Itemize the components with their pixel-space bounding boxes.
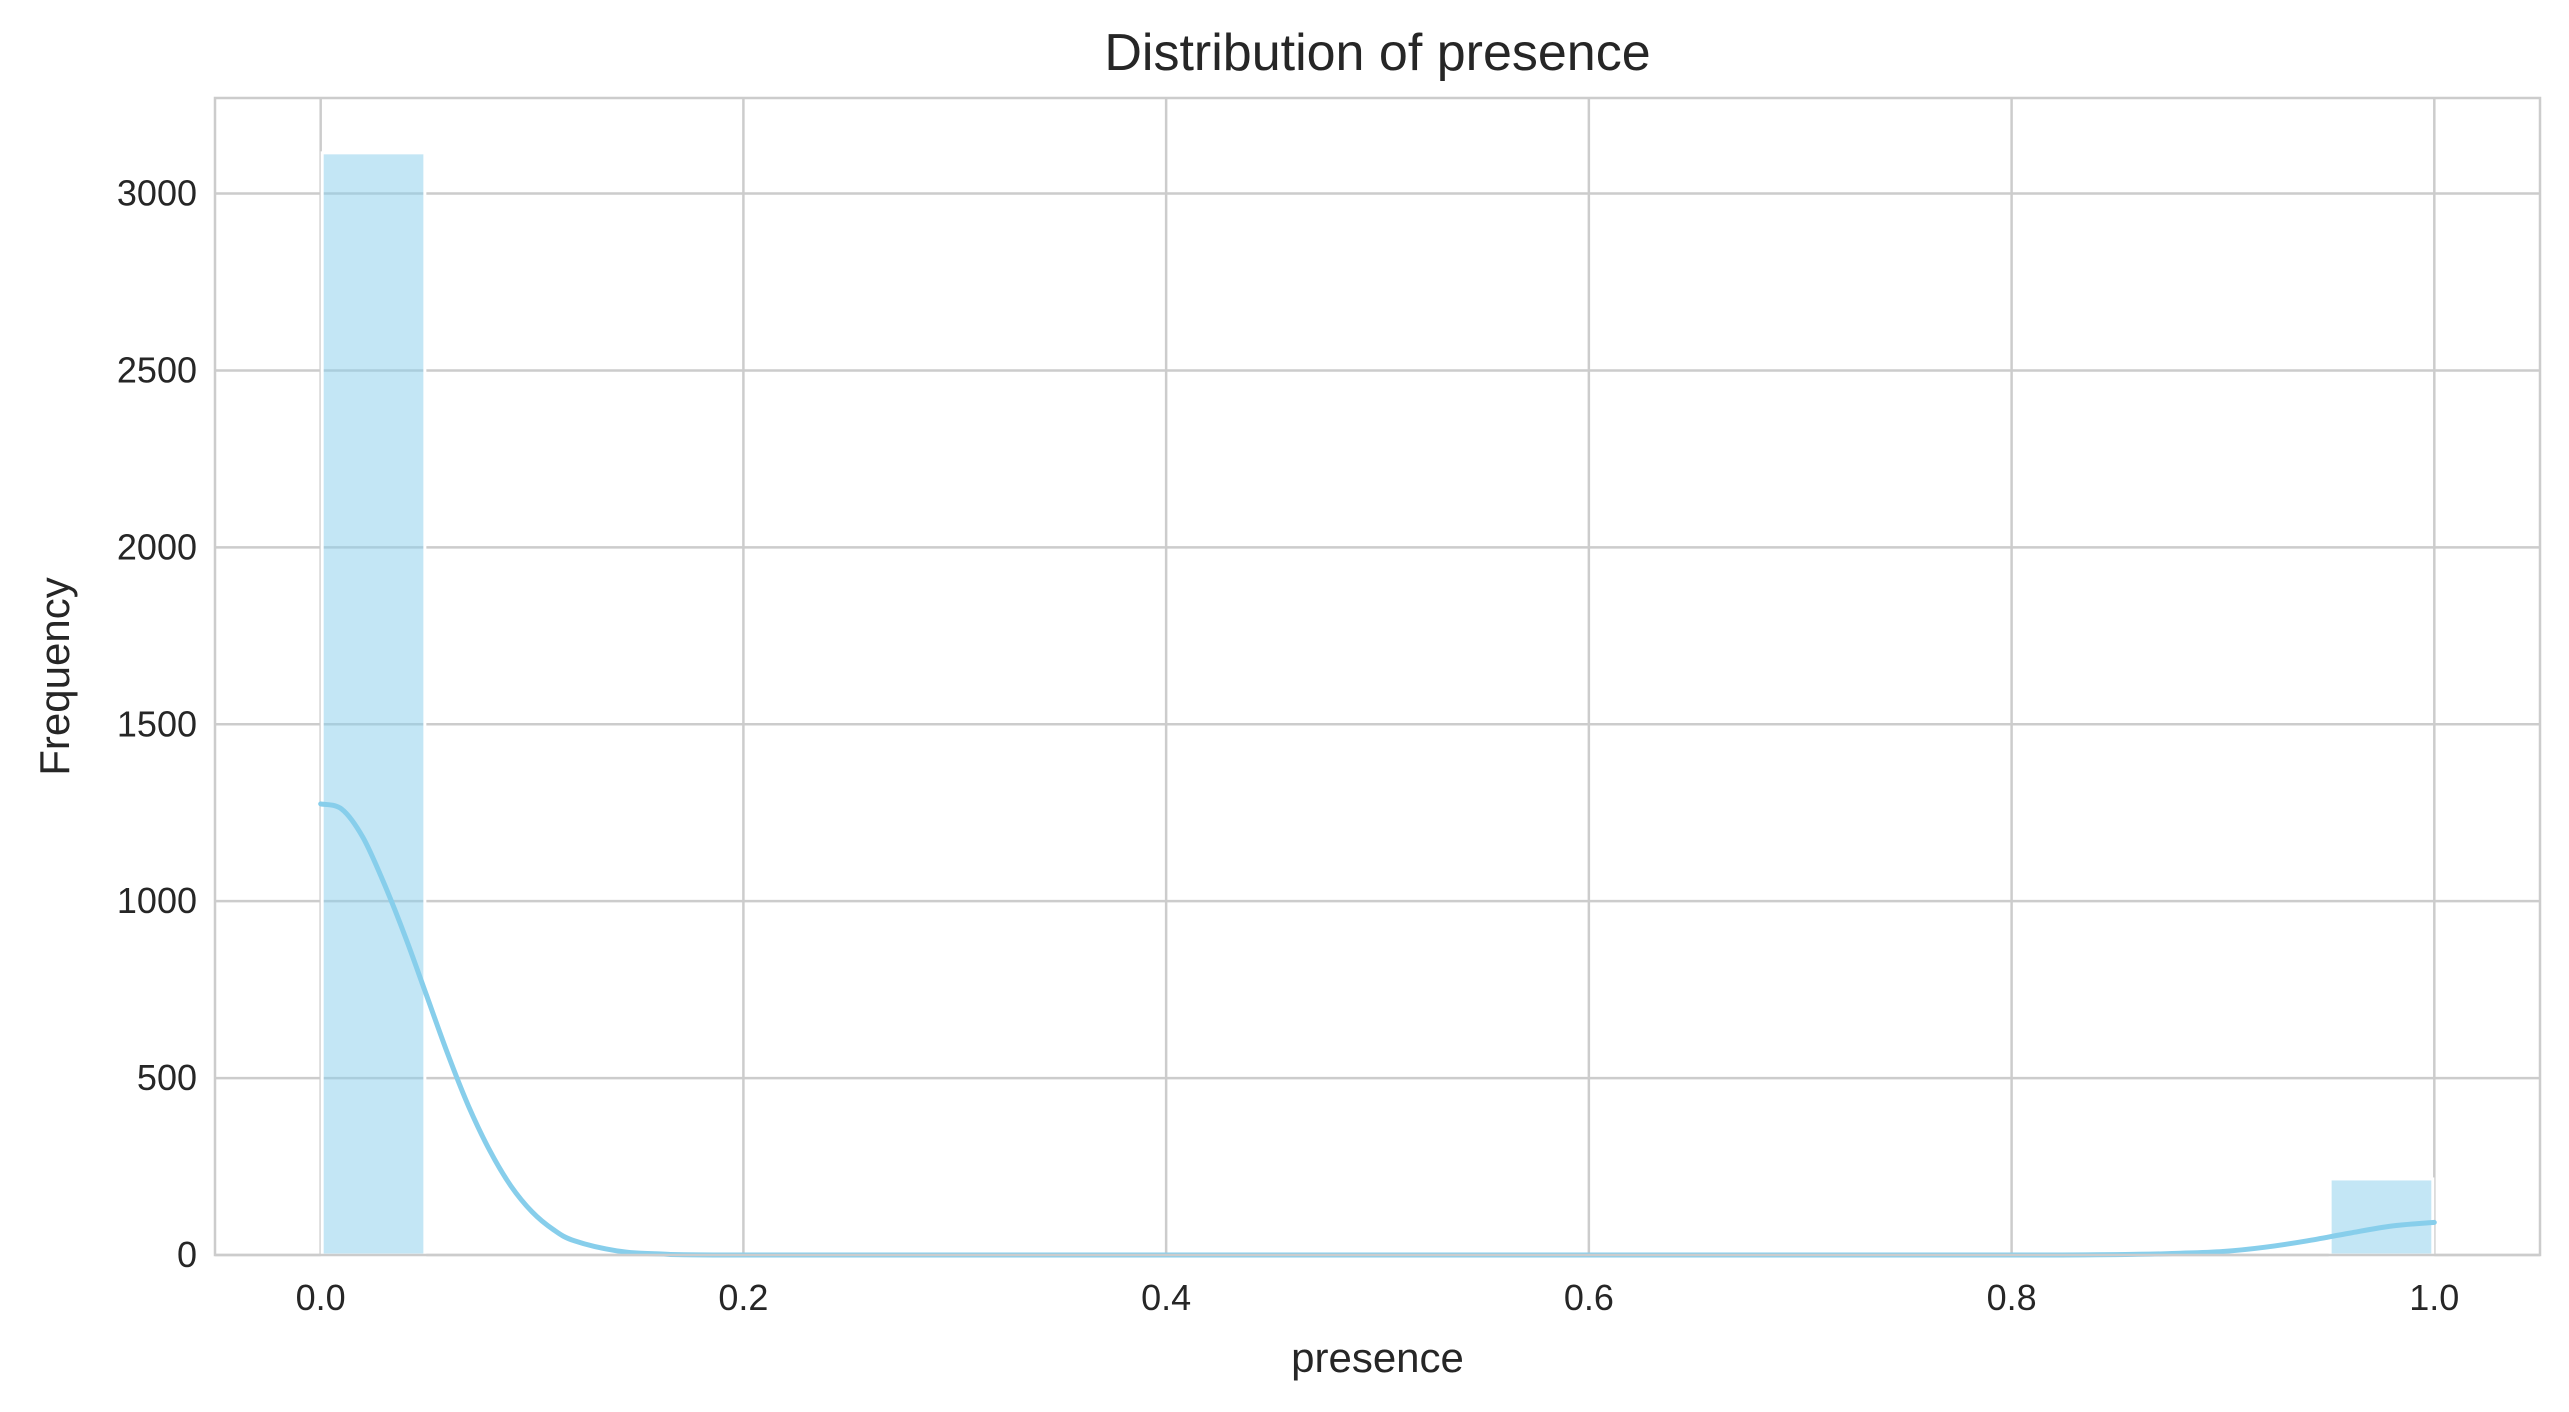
kde-curve [318, 801, 2437, 1258]
y-tick-label: 1500 [117, 703, 197, 744]
grid-layer [215, 98, 2540, 1257]
plot-frame [213, 96, 2542, 1257]
x-tick-label: 0.2 [718, 1277, 768, 1318]
x-tick-labels: 0.0 0.2 0.4 0.6 0.8 1.0 [296, 1277, 2460, 1318]
bar-layer [320, 151, 2435, 1257]
y-tick-label: 1000 [117, 880, 197, 921]
x-tick-label: 0.0 [296, 1277, 346, 1318]
histogram-bar [2328, 1177, 2435, 1257]
y-tick-label: 0 [177, 1234, 197, 1275]
histogram-bar [320, 151, 427, 1257]
kde-layer [318, 801, 2437, 1258]
x-tick-label: 0.4 [1141, 1277, 1191, 1318]
y-tick-labels: 0 500 1000 1500 2000 2500 3000 [117, 173, 197, 1275]
y-axis-label: Frequency [31, 577, 78, 775]
x-tick-label: 0.8 [1987, 1277, 2037, 1318]
x-axis-label: presence [1291, 1334, 1464, 1381]
y-tick-label: 2000 [117, 526, 197, 567]
y-tick-label: 3000 [117, 173, 197, 214]
x-tick-label: 0.6 [1564, 1277, 1614, 1318]
chart-title: Distribution of presence [1104, 24, 1650, 82]
y-tick-label: 2500 [117, 349, 197, 390]
y-tick-label: 500 [137, 1057, 197, 1098]
x-tick-label: 1.0 [2409, 1277, 2459, 1318]
